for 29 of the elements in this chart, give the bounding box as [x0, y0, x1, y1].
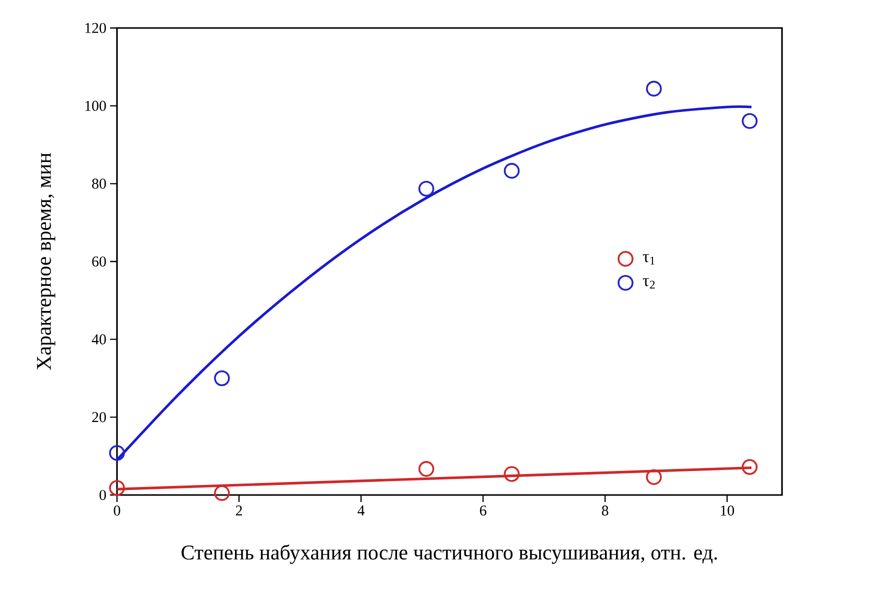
legend-label: τ$_{2}$ — [642, 278, 655, 289]
point — [214, 485, 230, 501]
point — [418, 180, 434, 197]
point — [504, 466, 520, 482]
x-tick-label: 8 — [602, 506, 608, 516]
x-tick-label: 0 — [114, 506, 120, 516]
y-tick-label: 20 — [92, 412, 106, 422]
point — [109, 445, 125, 461]
x-tick-label: 2 — [236, 506, 242, 516]
x-tick-label: 4 — [358, 506, 365, 516]
legend-label: τ$_{1}$ — [642, 254, 655, 265]
x-tick-label: 6 — [480, 506, 486, 516]
y-axis-title: Характерное время, мин — [37, 153, 56, 370]
y-tick-label: 60 — [92, 256, 106, 267]
point — [109, 480, 125, 496]
point — [418, 461, 434, 477]
x-axis-title: Степень набухания после частичного высушивания, отн. ед. — [182, 544, 717, 564]
point — [646, 469, 662, 485]
x-tick-label: 10 — [720, 506, 734, 516]
point — [742, 459, 758, 475]
y-tick-label: 100 — [85, 100, 106, 111]
point — [214, 370, 230, 386]
y-tick-label: 120 — [85, 22, 106, 34]
point — [504, 162, 520, 179]
point — [742, 113, 758, 129]
y-tick-label: 40 — [92, 334, 106, 344]
y-tick-label: 80 — [92, 178, 106, 189]
point — [646, 80, 662, 97]
y-tick-label: 0 — [100, 490, 106, 500]
